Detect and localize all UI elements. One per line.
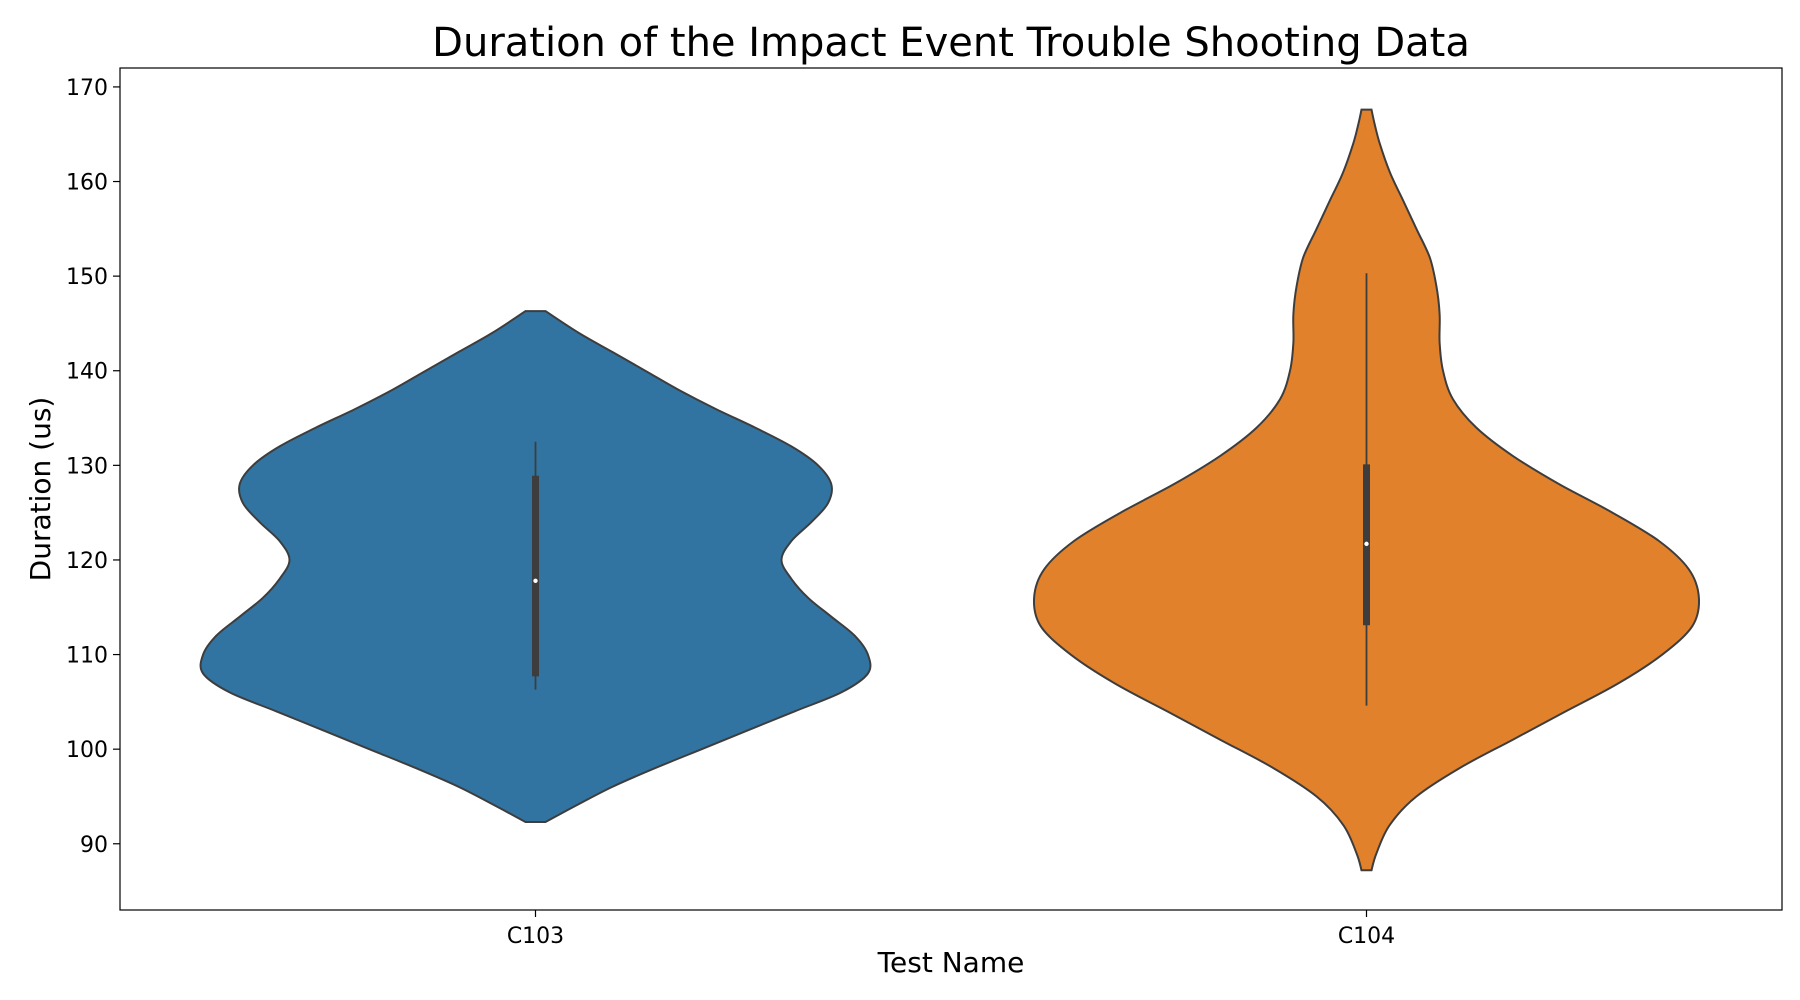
plot-frame [119, 67, 1783, 911]
y-tick-label: 150 [66, 265, 108, 290]
y-tick-label: 140 [66, 360, 108, 385]
median-dot-c103 [533, 578, 538, 583]
y-tick-label: 170 [66, 76, 108, 101]
median-dot-c104 [1364, 541, 1369, 547]
violins [199, 108, 1701, 872]
x-axis: C103 C104 [507, 910, 1395, 949]
y-tick-label: 110 [66, 644, 108, 669]
x-tick-label: C103 [507, 924, 564, 949]
chart-title: Duration of the Impact Event Trouble Sho… [432, 20, 1470, 66]
y-tick-label: 130 [66, 454, 108, 479]
x-tick-label: C104 [1338, 924, 1395, 949]
y-axis: 90 100 110 120 130 140 150 160 170 [66, 76, 120, 858]
y-axis-title: Duration (us) [24, 397, 57, 582]
y-tick-label: 120 [66, 549, 108, 574]
y-tick-label: 90 [80, 833, 108, 858]
x-axis-title: Test Name [877, 946, 1025, 979]
y-tick-label: 160 [66, 171, 108, 196]
y-tick-label: 100 [66, 738, 108, 763]
